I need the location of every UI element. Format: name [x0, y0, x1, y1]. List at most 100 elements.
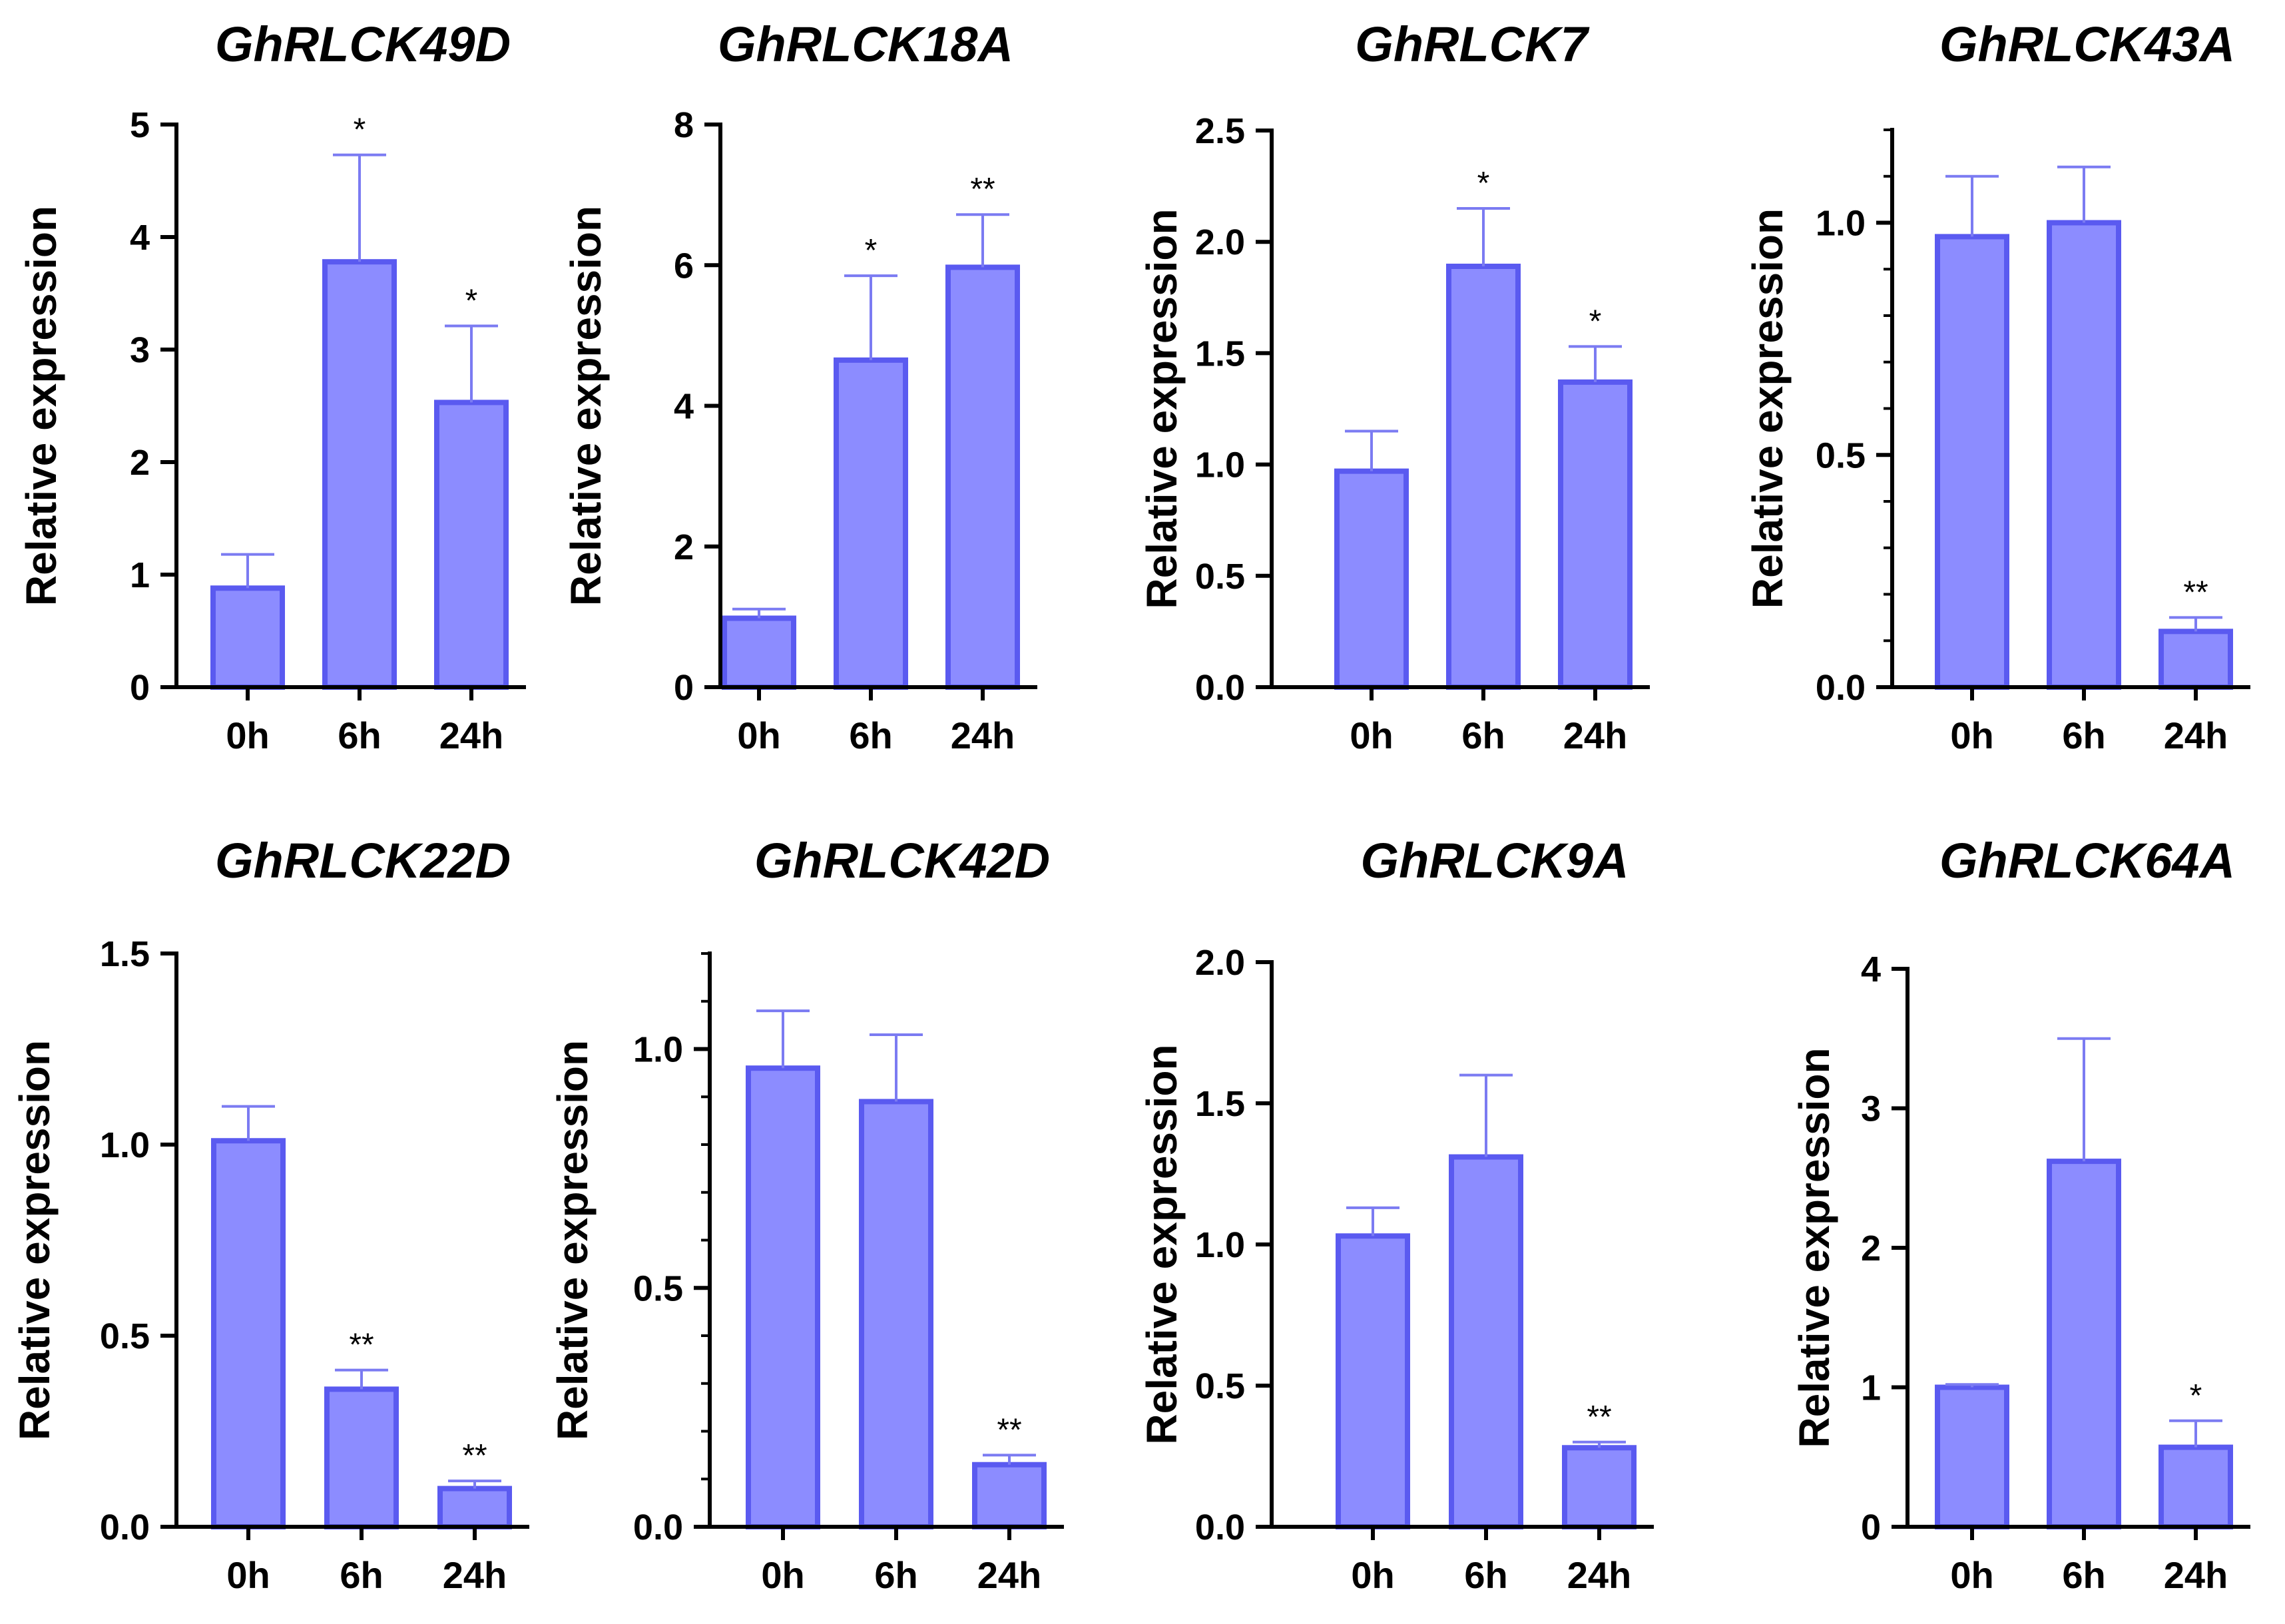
- y-tick-label: 1.5: [100, 934, 150, 974]
- bar-6h: [1446, 263, 1521, 690]
- y-tick-label: 4: [1861, 949, 1881, 989]
- y-tick-label: 1.5: [1195, 1084, 1245, 1124]
- y-tick-label: 1.0: [1816, 204, 1866, 244]
- x-tick-label: 24h: [443, 1554, 507, 1596]
- significance-marker: *: [1589, 304, 1602, 339]
- significance-marker: **: [2183, 575, 2208, 610]
- y-tick-label: 1.5: [1195, 334, 1245, 374]
- x-tick-label: 6h: [338, 714, 381, 756]
- x-tick-label: 24h: [977, 1554, 1042, 1596]
- x-tick-label: 6h: [849, 714, 892, 756]
- y-axis-label: Relative expression: [11, 1040, 59, 1440]
- y-tick-label: 0.5: [1195, 1366, 1245, 1406]
- y-tick-label: 0.0: [1816, 668, 1866, 708]
- significance-marker: **: [462, 1438, 487, 1474]
- significance-marker: **: [997, 1412, 1021, 1448]
- x-tick-label: 24h: [1567, 1554, 1632, 1596]
- bar-6h: [2047, 220, 2121, 690]
- y-tick-label: 2: [674, 527, 694, 567]
- y-tick-label: 1.0: [1195, 445, 1245, 485]
- bar-0h: [1935, 234, 2009, 690]
- y-tick-label: 0.0: [1195, 1507, 1245, 1547]
- y-tick-label: 5: [130, 105, 150, 145]
- x-tick-label: 6h: [1461, 714, 1505, 756]
- y-tick-label: 0.5: [1195, 557, 1245, 597]
- y-tick-label: 2.0: [1195, 222, 1245, 262]
- bar-0h: [210, 585, 285, 690]
- y-tick-label: 8: [674, 105, 694, 145]
- chart-panel-GhRLCK7: GhRLCK7 Relative expression 0h * 6h * 24h 0.0 0.…: [1138, 17, 1650, 756]
- y-tick-label: 2.0: [1195, 943, 1245, 983]
- chart-title: GhRLCK9A: [1361, 833, 1629, 888]
- bar-0h: [1935, 1384, 2009, 1529]
- y-tick-label: 3: [130, 330, 150, 370]
- y-tick-label: 2: [1861, 1228, 1881, 1268]
- bar-6h: [859, 1099, 933, 1530]
- y-axis-label: Relative expression: [549, 1040, 597, 1440]
- y-tick-label: 6: [674, 246, 694, 286]
- bar-6h: [1449, 1154, 1523, 1530]
- chart-title: GhRLCK22D: [215, 833, 511, 888]
- x-tick-label: 0h: [1350, 714, 1393, 756]
- y-tick-label: 4: [674, 387, 694, 427]
- bar-6h: [2047, 1159, 2121, 1529]
- significance-marker: *: [354, 113, 366, 148]
- y-tick-label: 1.0: [633, 1030, 683, 1070]
- y-tick-label: 0.0: [100, 1507, 150, 1547]
- chart-panel-GhRLCK64A: GhRLCK64A Relative expression 0h 6h * 24h 0 1 2 3…: [1790, 833, 2250, 1596]
- significance-marker: *: [2190, 1378, 2202, 1414]
- chart-title: GhRLCK18A: [718, 17, 1013, 72]
- x-tick-label: 24h: [439, 714, 504, 756]
- bar-0h: [746, 1065, 820, 1529]
- x-tick-label: 0h: [1351, 1554, 1394, 1596]
- y-tick-label: 1.0: [100, 1125, 150, 1165]
- bar-0h: [722, 615, 796, 690]
- x-tick-label: 6h: [2062, 714, 2105, 756]
- y-tick-label: 4: [130, 218, 150, 258]
- x-tick-label: 0h: [226, 1554, 270, 1596]
- x-tick-label: 24h: [2164, 1554, 2228, 1596]
- chart-panel-GhRLCK49D: GhRLCK49D Relative expression 0h * 6h * 24h 0 1 2…: [17, 17, 526, 756]
- chart-title: GhRLCK7: [1355, 17, 1590, 72]
- bar-0h: [211, 1138, 286, 1529]
- x-tick-label: 6h: [340, 1554, 383, 1596]
- y-tick-label: 0.0: [1195, 668, 1245, 708]
- y-tick-label: 1.0: [1195, 1225, 1245, 1265]
- significance-marker: **: [1587, 1400, 1611, 1435]
- y-tick-label: 1: [1861, 1368, 1881, 1408]
- y-tick-label: 2.5: [1195, 111, 1245, 151]
- chart-panel-GhRLCK18A: GhRLCK18A Relative expression 0h * 6h ** 24h 0 2…: [562, 17, 1037, 756]
- chart-panel-GhRLCK42D: GhRLCK42D Relative expression 0h 6h ** 24h 0.0…: [549, 833, 1064, 1596]
- y-tick-label: 0: [1861, 1507, 1881, 1547]
- y-axis-label: Relative expression: [1138, 208, 1186, 609]
- significance-marker: *: [865, 233, 878, 268]
- x-tick-label: 0h: [737, 714, 780, 756]
- significance-marker: *: [1477, 166, 1490, 201]
- y-tick-label: 3: [1861, 1089, 1881, 1129]
- y-axis-label: Relative expression: [562, 206, 610, 606]
- bar-24h: [2158, 629, 2233, 690]
- y-tick-label: 0: [130, 668, 150, 708]
- y-tick-label: 0.5: [1816, 435, 1866, 475]
- x-tick-label: 6h: [874, 1554, 917, 1596]
- x-tick-label: 6h: [1464, 1554, 1507, 1596]
- y-tick-label: 2: [130, 443, 150, 483]
- bar-6h: [834, 357, 908, 690]
- x-tick-label: 6h: [2062, 1554, 2105, 1596]
- y-tick-label: 0.0: [633, 1507, 683, 1547]
- x-tick-label: 24h: [951, 714, 1015, 756]
- significance-marker: *: [465, 284, 478, 319]
- chart-title: GhRLCK43A: [1939, 17, 2235, 72]
- bar-24h: [972, 1462, 1047, 1530]
- bar-24h: [1558, 379, 1633, 690]
- bar-24h: [434, 400, 509, 690]
- x-tick-label: 24h: [2164, 714, 2228, 756]
- x-tick-label: 24h: [1563, 714, 1628, 756]
- chart-title: GhRLCK49D: [215, 17, 511, 72]
- chart-panel-GhRLCK22D: GhRLCK22D Relative expression 0h ** 6h ** 24h 0…: [11, 833, 529, 1596]
- y-tick-label: 0.5: [100, 1316, 150, 1356]
- y-tick-label: 0.5: [633, 1268, 683, 1308]
- chart-title: GhRLCK64A: [1939, 833, 2235, 888]
- y-axis-label: Relative expression: [1744, 208, 1792, 609]
